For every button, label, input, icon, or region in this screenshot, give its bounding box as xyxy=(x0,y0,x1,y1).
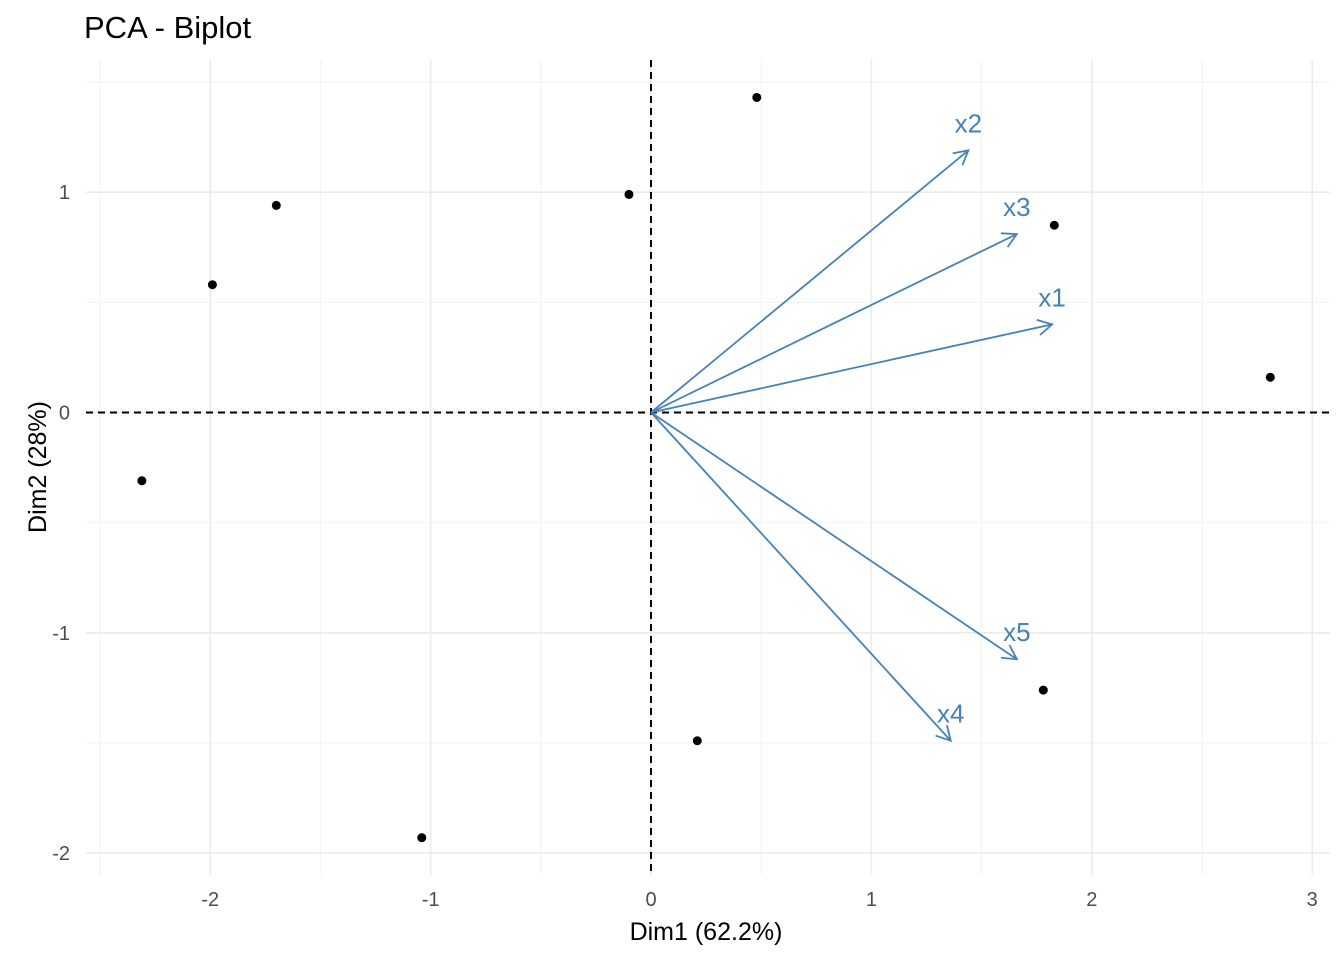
x-tick-label: -2 xyxy=(201,889,219,911)
x-tick-label: -1 xyxy=(422,889,440,911)
vector-label-x5: x5 xyxy=(1003,617,1030,647)
x-tick-label: 3 xyxy=(1307,889,1318,911)
vector-x5 xyxy=(650,411,1018,660)
data-point xyxy=(692,736,702,746)
x-tick-labels: -2 -1 0 1 2 3 xyxy=(201,889,1317,911)
y-tick-label: -2 xyxy=(52,843,70,865)
data-point xyxy=(137,476,147,486)
vector-arrowhead-x1 xyxy=(1036,319,1054,336)
vector-x3 xyxy=(650,233,1018,414)
vector-label-x3: x3 xyxy=(1003,192,1030,222)
data-point xyxy=(1038,685,1048,695)
x-tick-label: 0 xyxy=(645,889,656,911)
vector-label-x2: x2 xyxy=(955,108,982,138)
vector-x4 xyxy=(650,411,952,742)
y-tick-label: 1 xyxy=(59,182,70,204)
minor-gridlines xyxy=(86,60,1330,875)
y-tick-label: 0 xyxy=(59,403,70,425)
variable-vectors: x1 x2 x3 x4 x5 xyxy=(650,108,1066,743)
vector-arrowhead-x5 xyxy=(1000,644,1019,661)
data-point xyxy=(417,833,427,843)
data-point xyxy=(271,200,281,210)
chart-title: PCA - Biplot xyxy=(84,10,252,45)
reference-lines xyxy=(86,60,1330,875)
data-point xyxy=(1265,372,1275,382)
individual-points xyxy=(137,92,1275,843)
vector-arrowhead-x4 xyxy=(935,724,953,743)
major-gridlines xyxy=(86,60,1330,875)
y-tick-labels: -2 -1 0 1 xyxy=(52,182,70,865)
x-tick-label: 1 xyxy=(866,889,877,911)
vector-x2 xyxy=(650,149,969,414)
data-point xyxy=(1049,220,1059,230)
vector-arrowhead-x3 xyxy=(1000,232,1019,248)
vector-x1 xyxy=(650,323,1053,414)
y-axis-title: Dim2 (28%) xyxy=(24,401,52,533)
x-tick-label: 2 xyxy=(1086,889,1097,911)
data-point xyxy=(752,92,762,102)
vector-label-x1: x1 xyxy=(1038,282,1065,312)
data-point xyxy=(207,280,217,290)
vector-label-x4: x4 xyxy=(937,699,964,729)
data-point xyxy=(624,189,634,199)
vector-arrowhead-x2 xyxy=(952,149,970,166)
y-tick-label: -1 xyxy=(52,623,70,645)
x-axis-title: Dim1 (62.2%) xyxy=(630,918,783,946)
